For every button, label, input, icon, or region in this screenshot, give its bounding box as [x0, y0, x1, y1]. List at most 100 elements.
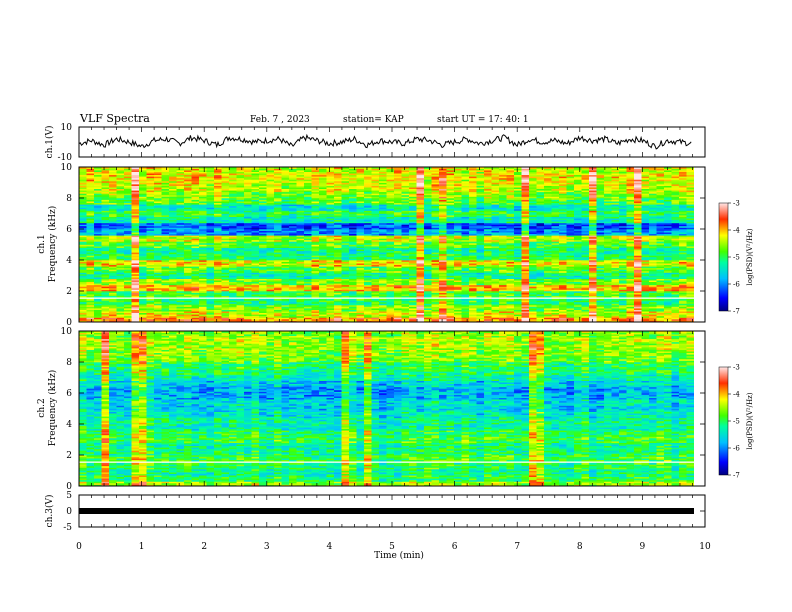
spectrogram-cell [116, 232, 125, 234]
spectrogram-cell [386, 250, 395, 253]
spectrogram-cell [491, 253, 500, 256]
spectrogram-cell [664, 238, 672, 241]
spectrogram-cell [506, 306, 515, 309]
spectrogram-cell [86, 287, 95, 290]
spectrogram-cell [671, 304, 680, 307]
spectrogram-cell [266, 314, 275, 317]
spectrogram-cell [551, 270, 560, 273]
spectrogram-cell [221, 301, 230, 304]
spectrogram-cell [326, 291, 335, 293]
spectrogram-cell [544, 230, 552, 233]
spectrogram-cell [206, 287, 215, 290]
spectrogram-cell [154, 242, 162, 245]
spectrogram-cell [596, 287, 605, 290]
spectrogram-cell [334, 300, 342, 303]
spectrogram-cell [409, 269, 417, 272]
spectrogram-cell [604, 255, 612, 258]
spectrogram-cell [176, 238, 185, 241]
spectrogram-cell [604, 233, 612, 236]
spectrogram-cell [131, 252, 140, 255]
spectrogram-cell [334, 312, 342, 315]
spectrogram-cell [521, 281, 530, 284]
spectrogram-cell [514, 252, 522, 255]
spectrogram-cell [304, 300, 312, 303]
spectrogram-cell [544, 291, 552, 293]
spectrogram-cell [214, 255, 222, 258]
spectrogram-cell [469, 256, 477, 259]
spectrogram-cell [439, 244, 447, 247]
spectrogram-cell [559, 294, 567, 296]
spectrogram-cell [311, 275, 320, 278]
spectrogram-cell [244, 235, 252, 238]
spectrogram-cell [574, 291, 582, 293]
spectrogram-cell [146, 266, 155, 269]
spectrogram-cell [341, 272, 350, 275]
spectrogram-cell [124, 308, 132, 310]
spectrogram-cell [266, 229, 275, 231]
spectrogram-cell [311, 298, 320, 301]
spectrogram-cell [529, 315, 537, 318]
spectrogram-cell [251, 294, 260, 296]
spectrogram-cell [574, 286, 582, 289]
spectrogram-cell [634, 244, 642, 247]
spectrogram-cell [79, 278, 87, 281]
spectrogram-cell [544, 281, 552, 284]
spectrogram-cell [386, 289, 395, 292]
spectrogram-cell [499, 227, 507, 230]
spectrogram-cell [191, 258, 200, 261]
spectrogram-cell [139, 252, 147, 255]
spectrogram-cell [289, 256, 297, 259]
spectrogram-cell [529, 238, 537, 241]
spectrogram-cell [581, 320, 590, 322]
spectrogram-cell [604, 264, 612, 267]
spectrogram-cell [626, 261, 635, 264]
spectrogram-cell [296, 291, 305, 293]
spectrogram-cell [446, 283, 455, 286]
spectrogram-cell [109, 253, 117, 256]
spectrogram-cell [274, 244, 282, 247]
spectrogram-cell [566, 309, 575, 312]
spectrogram-cell [326, 256, 335, 259]
spectrogram-cell [521, 236, 530, 239]
spectrogram-cell [289, 277, 297, 279]
spectrogram-cell [431, 272, 440, 275]
spectrogram-cell [416, 312, 425, 315]
spectrogram-cell [461, 247, 470, 250]
spectrogram-cell [116, 301, 125, 304]
spectrogram-cell [146, 281, 155, 284]
spectrogram-cell [424, 270, 432, 273]
spectrogram-cell [431, 270, 440, 273]
spectrogram-cell [319, 252, 327, 255]
spectrogram-cell [664, 306, 672, 309]
spectrogram-cell [379, 258, 387, 261]
spectrogram-cell [409, 273, 417, 276]
spectrogram-cell [94, 263, 102, 265]
spectrogram-cell [94, 253, 102, 256]
spectrogram-cell [176, 283, 185, 286]
spectrogram-cell [491, 308, 500, 310]
spectrogram-cell [461, 232, 470, 234]
spectrogram-cell [334, 241, 342, 244]
spectrogram-cell [349, 229, 357, 231]
spectrogram-cell [566, 304, 575, 307]
spectrogram-cell [304, 278, 312, 281]
spectrogram-cell [86, 256, 95, 259]
spectrogram-cell [244, 253, 252, 256]
spectrogram-cell [221, 241, 230, 244]
spectrogram-cell [559, 233, 567, 236]
spectrogram-cell [596, 308, 605, 310]
spectrogram-cell [424, 277, 432, 279]
spectrogram-cell [416, 235, 425, 238]
spectrogram-cell [229, 247, 237, 250]
spectrogram-cell [131, 286, 140, 289]
spectrogram-cell [349, 283, 357, 286]
spectrogram-cell [274, 286, 282, 289]
spectrogram-cell [191, 301, 200, 304]
spectrogram-cell [559, 280, 567, 282]
spectrogram-cell [679, 298, 687, 301]
spectrogram-cell [349, 247, 357, 250]
spectrogram-cell [566, 267, 575, 270]
spectrogram-cell [274, 267, 282, 270]
spectrogram-cell [461, 256, 470, 259]
spectrogram-cell [446, 286, 455, 289]
